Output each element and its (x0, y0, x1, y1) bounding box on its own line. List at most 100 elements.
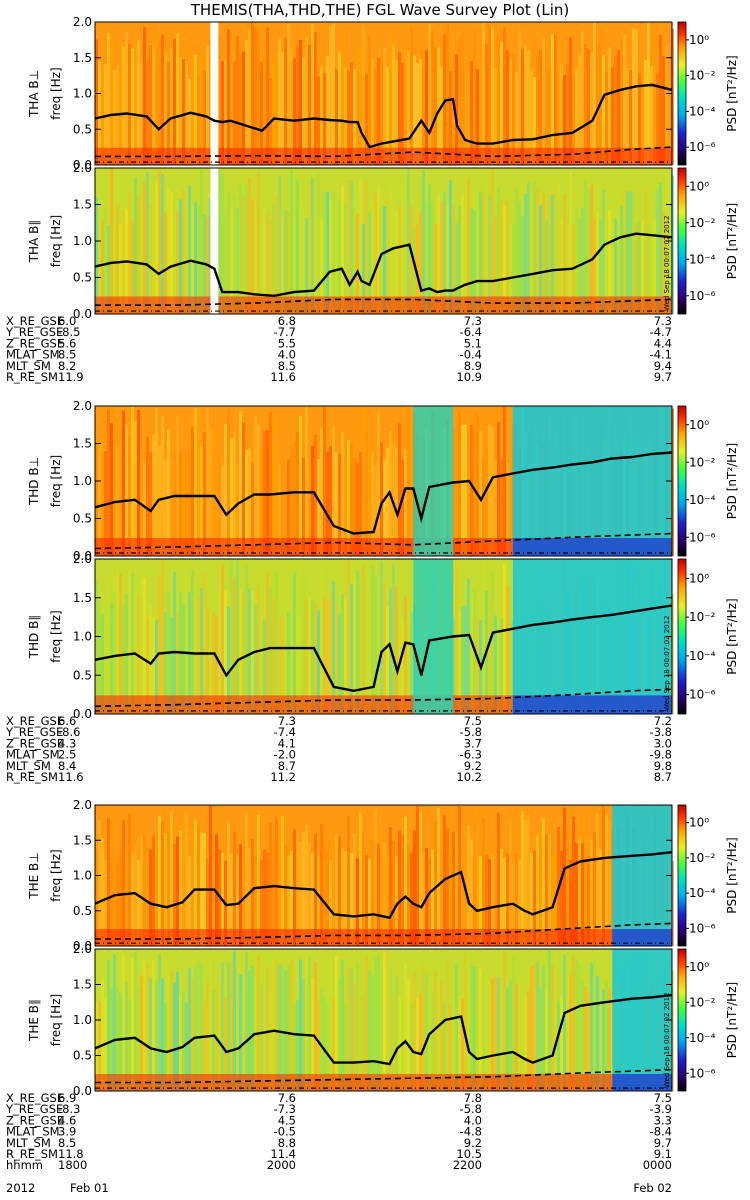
spectrogram-streak (182, 819, 185, 946)
spectrogram-streak (530, 852, 533, 946)
ephemeris-label: Y_RE_GSE (5, 725, 63, 739)
colorbar-tick-label: 10⁰ (689, 179, 709, 193)
spectrogram-streak (470, 60, 473, 165)
spectrogram-streak (578, 55, 581, 165)
spectrogram-streak (452, 831, 455, 946)
spectrogram-streak (524, 45, 527, 165)
cyan-region (413, 406, 454, 556)
spectrogram-streak (272, 55, 275, 165)
spectrogram-streak (353, 194, 356, 314)
ephemeris-value: 5.6 (58, 336, 76, 350)
spectrogram-streak (380, 970, 383, 1091)
spectrogram-streak (503, 563, 506, 714)
spectrogram-streak (539, 48, 542, 165)
spectrogram-streak (467, 179, 470, 314)
spectrogram-streak (497, 34, 500, 166)
spectrogram-streak (239, 182, 242, 314)
spectrogram-streak (161, 560, 164, 714)
spectrogram-streak (314, 214, 317, 314)
colorbar-tick-label: 10⁻² (689, 610, 716, 624)
spectrogram-streak (509, 221, 512, 314)
spectrogram-streak (104, 207, 107, 314)
spectrogram-streak (107, 32, 110, 165)
spectrogram-streak (578, 964, 581, 1091)
spectrogram-streak (200, 963, 203, 1091)
spectrogram-streak (494, 835, 497, 946)
ephemeris-value: 9.7 (654, 370, 672, 384)
spectrogram-streak (605, 193, 608, 314)
spectrogram-streak (665, 45, 668, 166)
ephemeris-value: 8.8 (278, 1136, 296, 1150)
spectrogram-streak (95, 39, 98, 165)
spectrogram-streak (245, 40, 248, 165)
spectrogram-streak (200, 446, 203, 556)
spectrogram-streak (608, 988, 611, 1091)
spectrogram-streak (122, 45, 125, 165)
spectrogram-streak (317, 76, 320, 165)
spectrogram-streak (128, 570, 131, 714)
spectrogram-streak (545, 69, 548, 165)
spectrogram-streak (395, 586, 398, 714)
spectrogram-streak (347, 440, 350, 556)
y-tick-label: 1.0 (73, 630, 92, 644)
spectrogram-streak (602, 55, 605, 165)
spectrogram-streak (143, 836, 146, 946)
spectrogram-streak (278, 617, 281, 714)
spectrogram-streak (113, 591, 116, 714)
spectrogram-streak (548, 65, 551, 165)
spectrogram-streak (662, 211, 665, 314)
spectrogram-streak (206, 858, 209, 946)
spectrogram-streak (248, 588, 251, 714)
spectrogram-streak (128, 999, 131, 1091)
ephemeris-label: X_RE_GSE (6, 314, 64, 328)
spectrogram-streak (338, 977, 341, 1091)
spectrogram-streak (203, 71, 206, 165)
spectrogram-streak (194, 819, 197, 946)
spectrogram-streak (95, 197, 98, 314)
spectrogram-streak (200, 169, 203, 314)
spectrogram-streak (119, 224, 122, 314)
ephemeris-value: -3.9 (650, 1102, 672, 1116)
spectrogram-streak (593, 23, 596, 165)
spectrogram-streak (542, 965, 545, 1091)
spectrogram-streak (155, 619, 158, 714)
spectrogram-streak (287, 855, 290, 946)
spectrogram-streak (236, 207, 239, 314)
colorbar-tick-label: 10⁻⁴ (689, 493, 716, 507)
spectrogram-streak (536, 835, 539, 946)
spectrogram-streak (212, 429, 215, 556)
spectrogram-streak (467, 825, 470, 946)
spectrogram-streak (176, 211, 179, 314)
spectrogram-streak (506, 462, 509, 556)
colorbar-tick-label: 10⁰ (689, 960, 709, 974)
spectrogram-streak (476, 414, 479, 556)
spectrogram-streak (653, 31, 656, 165)
spectrogram-streak (431, 991, 434, 1091)
spectrogram-streak (440, 981, 443, 1091)
spectrogram-streak (521, 811, 524, 946)
gyrofrequency-line (94, 83, 673, 149)
spectrogram-streak (149, 605, 152, 714)
spectrogram-streak (272, 958, 275, 1091)
spectrogram-streak (278, 465, 281, 556)
spectrogram-streak (131, 854, 134, 946)
spectrogram-streak (107, 408, 110, 556)
spectrogram-streak (500, 848, 503, 946)
ephemeris-value: 5.5 (278, 336, 296, 350)
spectrogram-streak (485, 973, 488, 1091)
spectrogram-streak (401, 459, 404, 556)
ephemeris-value: 6.6 (58, 714, 76, 728)
spectrogram-streak (335, 452, 338, 556)
spectrogram-streak (140, 62, 143, 165)
spectrogram-streak (236, 36, 239, 165)
spectrogram-streak (203, 573, 206, 714)
ephemeris-value: 8.9 (464, 359, 482, 373)
spectrogram-streak (260, 985, 263, 1091)
spectrogram-streak (410, 27, 413, 166)
spectrogram-streak (389, 33, 392, 166)
ephemeris-value: -3.8 (650, 725, 672, 739)
y-tick-label: 0.0 (73, 939, 92, 953)
spectrogram-streak (353, 982, 356, 1091)
spectrogram-streak (188, 967, 191, 1091)
